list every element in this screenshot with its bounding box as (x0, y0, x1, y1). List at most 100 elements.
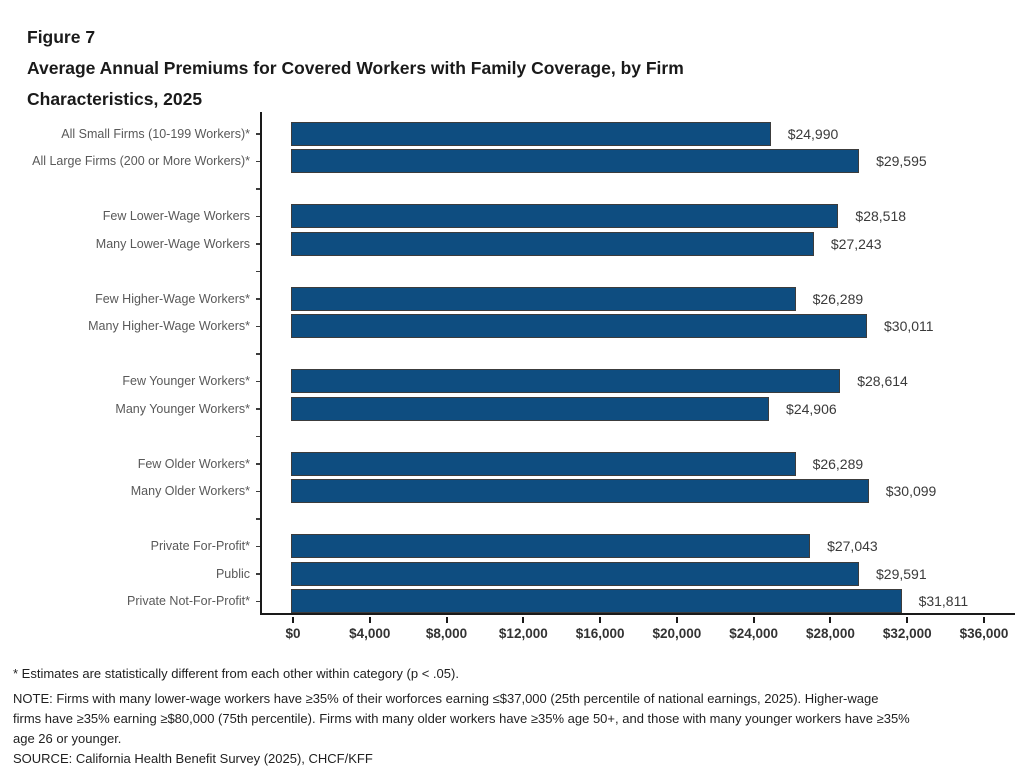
chart-header: Figure 7 Average Annual Premiums for Cov… (27, 22, 684, 115)
bar-track: $30,011 (291, 314, 982, 339)
x-axis-tick-label: $16,000 (575, 626, 625, 641)
footnote-note-line-3: age 26 or younger. (13, 731, 122, 746)
x-axis-tick (906, 617, 909, 623)
bar-track: $24,906 (291, 396, 982, 421)
chart-gap-row (0, 175, 1024, 203)
x-axis-tick (522, 617, 525, 623)
footnotes: * Estimates are statistically different … (13, 664, 1017, 769)
bar-chart: All Small Firms (10-199 Workers)* $24,990… (0, 112, 1024, 641)
y-axis-line (260, 112, 262, 615)
y-axis-tick (256, 573, 262, 575)
y-axis-tick (256, 353, 262, 355)
y-axis-tick (256, 160, 262, 162)
y-axis-tick (256, 270, 262, 272)
y-axis-tick (256, 435, 262, 437)
chart-row: Many Higher-Wage Workers* $30,011 (0, 313, 1024, 341)
figure-label: Figure 7 (27, 27, 96, 47)
x-axis: $0 $4,000 $8,000 $12,000 $16,000 $20,000 $24,0… (0, 615, 1024, 655)
chart-row: Few Lower-Wage Workers $28,518 (0, 203, 1024, 231)
y-axis-tick (256, 408, 262, 410)
category-label: Private Not-For-Profit* (127, 594, 250, 609)
x-axis-tick-label: $20,000 (652, 626, 702, 641)
footnote-source: SOURCE: California Health Benefit Survey… (13, 751, 373, 766)
y-axis-tick (256, 188, 262, 190)
chart-row: All Large Firms (200 or More Workers)* $2… (0, 148, 1024, 176)
chart-row: All Small Firms (10-199 Workers)* $24,990 (0, 120, 1024, 148)
bar (291, 369, 841, 394)
value-label: $30,011 (884, 318, 934, 335)
chart-row: Many Older Workers* $30,099 (0, 478, 1024, 506)
bar (291, 204, 839, 229)
value-label: $29,595 (876, 153, 927, 170)
chart-gap-row (0, 505, 1024, 533)
x-axis-tick-label: $12,000 (498, 626, 548, 641)
x-axis-tick (292, 617, 294, 623)
bar (291, 479, 869, 504)
category-label: Public (215, 566, 250, 581)
x-axis-tick-label: $8,000 (425, 626, 468, 641)
chart-row: Private Not-For-Profit* $31,811 (0, 588, 1024, 616)
category-label: Few Higher-Wage Workers* (95, 291, 250, 306)
bar-track: $27,043 (291, 534, 982, 559)
value-label: $26,289 (812, 455, 864, 472)
footnote-note-line-1: NOTE: Firms with many lower-wage workers… (13, 691, 879, 706)
value-label: $24,990 (787, 125, 839, 142)
x-axis-tick (445, 617, 448, 623)
chart-row: Few Younger Workers* $28,614 (0, 368, 1024, 396)
bar-track: $29,595 (291, 149, 982, 174)
y-axis-tick (256, 325, 262, 327)
category-label: Many Lower-Wage Workers (95, 236, 250, 251)
value-label: $28,518 (855, 208, 907, 225)
y-axis-tick (256, 298, 262, 300)
bar (291, 121, 771, 146)
bar-track: $31,811 (291, 589, 982, 614)
category-label: Many Younger Workers* (115, 401, 250, 416)
y-axis-tick (256, 243, 262, 245)
x-axis-tick-label: $4,000 (349, 626, 391, 641)
x-axis-tick-label: $24,000 (729, 626, 779, 641)
bar (291, 589, 902, 614)
footnote-asterisk: * Estimates are statistically different … (13, 666, 459, 681)
y-axis-tick (256, 215, 262, 217)
footnote-note-line-2: firms have ≥35% earning ≥$80,000 (75th p… (13, 711, 910, 726)
value-label: $26,289 (812, 290, 864, 307)
bar (291, 561, 859, 586)
value-label: $28,614 (857, 373, 908, 390)
bar-track: $27,243 (291, 231, 982, 256)
chart-rows: All Small Firms (10-199 Workers)* $24,990… (0, 120, 1024, 615)
bar-track: $30,099 (291, 479, 982, 504)
bar-track: $28,614 (291, 369, 982, 394)
x-axis-tick (599, 617, 602, 623)
x-axis-tick-label: $0 (285, 626, 301, 641)
chart-row: Private For-Profit* $27,043 (0, 533, 1024, 561)
x-axis-tick-label: $32,000 (882, 626, 932, 641)
category-label: All Large Firms (200 or More Workers)* (32, 154, 250, 169)
chart-title-line-1: Average Annual Premiums for Covered Work… (27, 58, 684, 78)
value-label: $27,043 (827, 538, 878, 555)
chart-row: Few Older Workers* $26,289 (0, 450, 1024, 478)
bar (291, 231, 814, 256)
chart-row: Many Younger Workers* $24,906 (0, 395, 1024, 423)
x-axis-tick (983, 617, 985, 623)
x-axis-line (260, 613, 1015, 615)
x-axis-tick (675, 617, 678, 623)
value-label: $29,591 (876, 565, 927, 582)
chart-gap-row (0, 258, 1024, 286)
bar (291, 534, 811, 559)
bar-track: $29,591 (291, 561, 982, 586)
category-label: Many Higher-Wage Workers* (88, 319, 250, 334)
category-label: Many Older Workers* (130, 484, 250, 499)
bar-track: $28,518 (291, 204, 982, 229)
category-label: Few Younger Workers* (122, 374, 250, 389)
chart-gap-row (0, 340, 1024, 368)
y-axis-tick (256, 600, 262, 602)
y-axis-tick (256, 490, 262, 492)
x-axis-tick-label: $36,000 (959, 626, 1009, 641)
bar-track: $26,289 (291, 451, 982, 476)
y-axis-tick (256, 133, 262, 135)
bar (291, 314, 868, 339)
category-label: Few Older Workers* (137, 456, 250, 471)
bar (291, 286, 796, 311)
bar-track: $26,289 (291, 286, 982, 311)
value-label: $27,243 (830, 235, 882, 252)
